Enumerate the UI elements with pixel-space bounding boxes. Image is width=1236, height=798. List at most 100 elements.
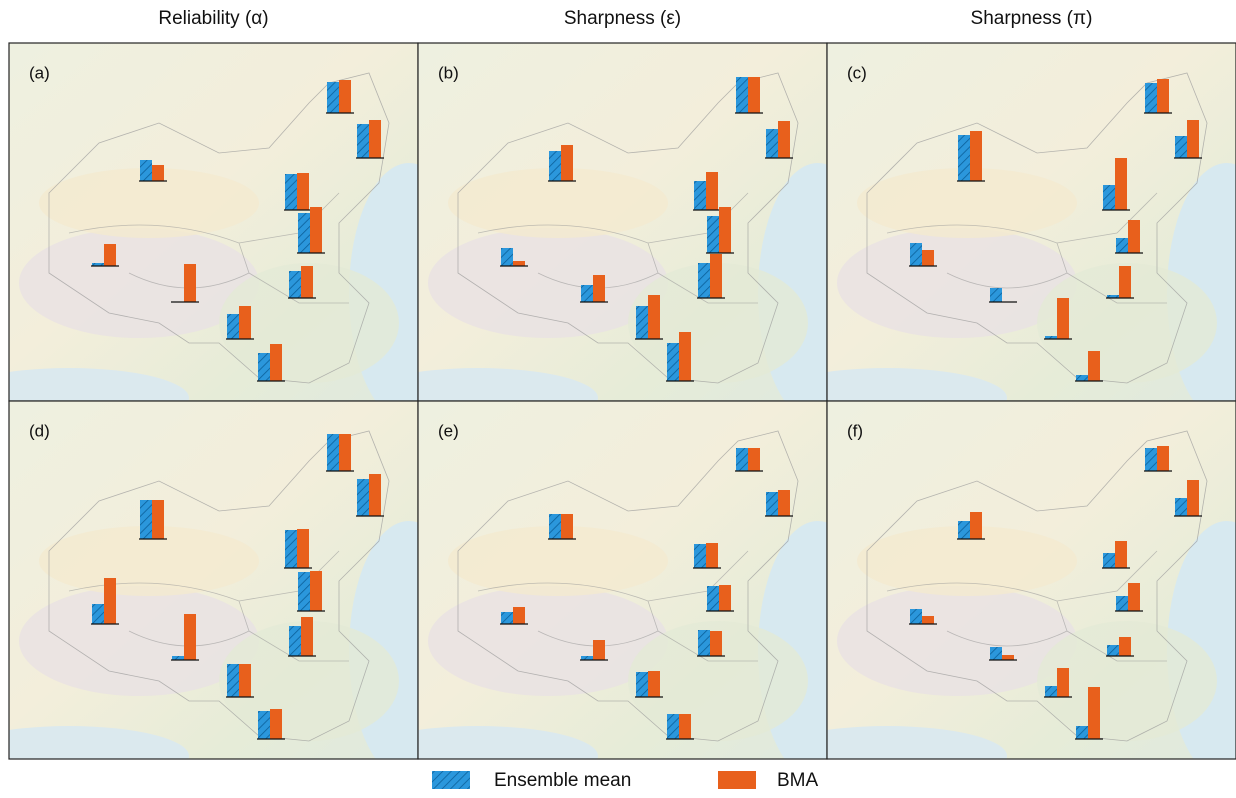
- bar: [706, 172, 718, 210]
- bar: [593, 640, 605, 660]
- legend: Ensemble mean BMA: [432, 770, 819, 791]
- bar: [679, 714, 691, 739]
- bar: [369, 474, 381, 516]
- panels: (a)(b) (c) (d) (e)(f): [0, 43, 1236, 786]
- bar: [239, 664, 251, 697]
- bar: [922, 616, 934, 624]
- bar: [357, 479, 369, 516]
- legend-label: BMA: [777, 770, 819, 791]
- column-title: Sharpness (π): [971, 8, 1093, 29]
- bar: [706, 543, 718, 568]
- bar: [339, 434, 351, 471]
- bar: [298, 213, 310, 253]
- column-title: Sharpness (ε): [564, 8, 681, 29]
- bar: [227, 664, 239, 697]
- bar: [719, 585, 731, 611]
- bar: [778, 121, 790, 158]
- bar: [501, 612, 513, 624]
- bar: [593, 275, 605, 302]
- bar: [1175, 136, 1187, 158]
- map-background: [358, 43, 878, 428]
- bar: [184, 264, 196, 302]
- bar: [719, 207, 731, 253]
- bar: [227, 314, 239, 339]
- bar: [357, 124, 369, 158]
- bar: [513, 607, 525, 624]
- panel: (d): [0, 401, 469, 786]
- bar: [694, 181, 706, 210]
- map-background: [358, 401, 878, 786]
- legend-swatch: [718, 771, 756, 789]
- bar: [1116, 238, 1128, 253]
- bar: [694, 544, 706, 568]
- bar: [1157, 79, 1169, 113]
- bar: [910, 243, 922, 266]
- bar: [1157, 446, 1169, 471]
- bar: [736, 448, 748, 471]
- bar: [1187, 480, 1199, 516]
- bar: [327, 82, 339, 113]
- bar: [970, 512, 982, 539]
- panel: (a): [0, 43, 469, 428]
- column-title: Reliability (α): [158, 8, 268, 29]
- bar: [990, 288, 1002, 302]
- bar: [778, 490, 790, 516]
- map-background: [0, 43, 469, 428]
- bar: [581, 285, 593, 302]
- bar: [270, 709, 282, 739]
- bar: [1187, 120, 1199, 158]
- bar: [301, 266, 313, 298]
- panel: (e): [358, 401, 878, 786]
- bar: [707, 586, 719, 611]
- bar: [1115, 158, 1127, 210]
- bar: [561, 514, 573, 539]
- panel: (f): [767, 401, 1236, 786]
- bar: [549, 151, 561, 181]
- bar: [561, 145, 573, 181]
- panel-label: (d): [29, 421, 50, 440]
- bar: [1076, 726, 1088, 739]
- bar: [1145, 83, 1157, 113]
- bar: [104, 244, 116, 266]
- bar: [1088, 351, 1100, 381]
- bar: [285, 174, 297, 210]
- bar: [636, 672, 648, 697]
- bar: [970, 131, 982, 181]
- bar: [513, 261, 525, 266]
- bar: [707, 216, 719, 253]
- bar: [184, 614, 196, 660]
- bar: [1128, 583, 1140, 611]
- bar: [1103, 553, 1115, 568]
- bar: [369, 120, 381, 158]
- panel-label: (c): [847, 63, 867, 82]
- bar: [766, 492, 778, 516]
- bar: [1116, 596, 1128, 611]
- bar: [298, 572, 310, 611]
- bar: [910, 609, 922, 624]
- bar: [1115, 541, 1127, 568]
- bar: [1119, 266, 1131, 298]
- bar: [922, 250, 934, 266]
- bar: [648, 295, 660, 339]
- bar: [140, 500, 152, 539]
- bar: [258, 353, 270, 381]
- bar: [648, 671, 660, 697]
- bar: [501, 248, 513, 266]
- bar: [152, 165, 164, 181]
- legend-label: Ensemble mean: [494, 770, 631, 791]
- bar: [289, 271, 301, 298]
- bar: [679, 332, 691, 381]
- bar: [1045, 686, 1057, 697]
- panel-label: (b): [438, 63, 459, 82]
- bar: [1119, 637, 1131, 656]
- bar: [258, 711, 270, 739]
- bar: [958, 135, 970, 181]
- bar: [1057, 668, 1069, 697]
- bar: [289, 626, 301, 656]
- panel: (c): [767, 43, 1236, 428]
- bar: [297, 529, 309, 568]
- bar: [297, 173, 309, 210]
- bar: [1145, 448, 1157, 471]
- bar: [958, 521, 970, 539]
- bar: [636, 306, 648, 339]
